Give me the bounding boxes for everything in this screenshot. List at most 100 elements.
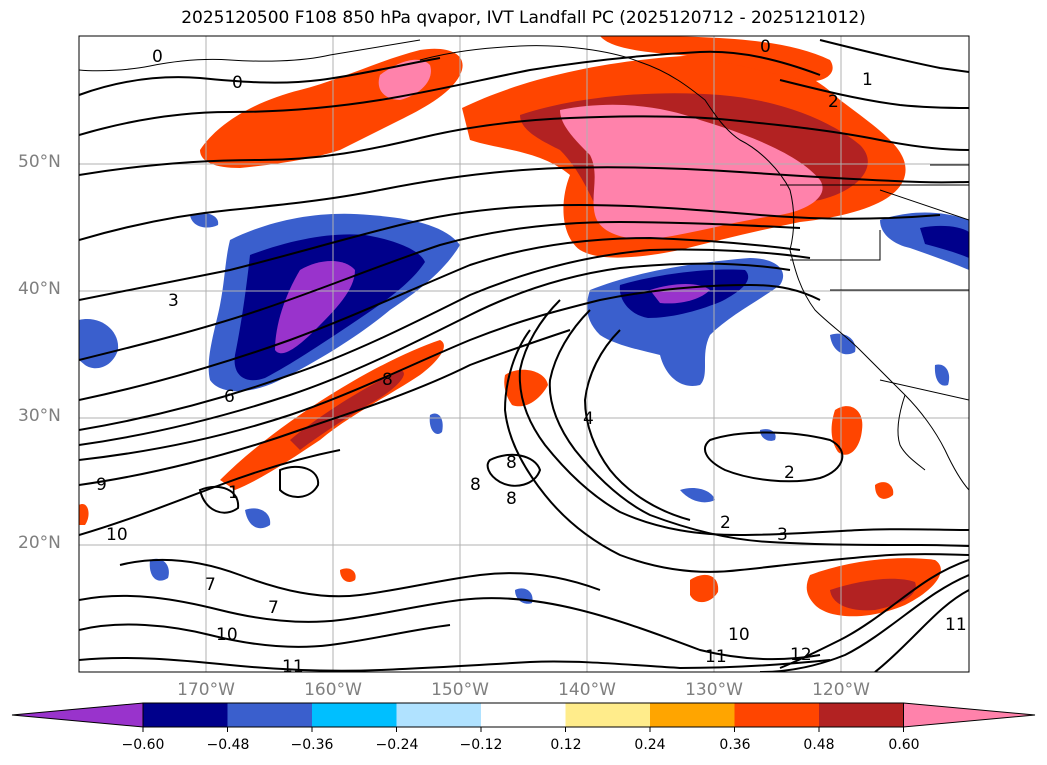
colorbar-tick-label: −0.12 (459, 737, 503, 753)
contour-label: 10 (106, 525, 128, 545)
contour-south-7 (119, 558, 601, 598)
small-anomaly-2 (875, 482, 894, 499)
contour-trough-1 (518, 299, 969, 537)
contour-label: 0 (152, 47, 163, 67)
contour-trough-2 (548, 309, 969, 547)
contour-south-11 (79, 656, 831, 672)
california-anomaly (504, 369, 548, 407)
contour-3 (79, 166, 969, 241)
contour-closed-trop (486, 453, 542, 487)
contour-3b (79, 203, 941, 301)
contour-label: 2 (784, 463, 795, 483)
colorbar-swatch (734, 703, 819, 727)
graticule (79, 36, 969, 672)
lat-label: 30°N (18, 406, 61, 426)
contour-label: 3 (777, 525, 788, 545)
map-title: 2025120500 F108 850 hPa qvapor, IVT Land… (181, 8, 866, 28)
contour-label: 6 (224, 387, 235, 407)
lat-label: 40°N (18, 279, 61, 299)
small-negative-9 (190, 213, 219, 228)
small-negative-6 (680, 488, 715, 503)
colorbar-tick-label: −0.48 (206, 737, 250, 753)
qvapor-contours (79, 39, 969, 672)
colorbar-outline (142, 702, 904, 728)
small-negative-1 (149, 558, 169, 581)
colorbar-extend-low (11, 702, 144, 728)
contour-label: 7 (205, 575, 216, 595)
contour-label: 8 (506, 489, 517, 509)
contour-label: 12 (790, 645, 812, 665)
contour-label: 2 (720, 513, 731, 533)
contour-closed-sub-1 (279, 465, 320, 498)
colorbar-swatch (819, 703, 904, 727)
contour-label: 2 (828, 92, 839, 112)
contour-0-north (79, 57, 441, 96)
small-anomaly-1 (690, 574, 719, 603)
contour-1-north (79, 50, 821, 136)
contour-east-top2 (779, 79, 969, 109)
contour-7 (79, 262, 791, 446)
contour-label: 10 (728, 625, 750, 645)
small-negative-4 (830, 333, 856, 355)
lon-label: 160°W (304, 680, 362, 700)
colorbar-swatch (143, 703, 228, 727)
positive-anomaly-fill (79, 36, 941, 617)
mexico-anomaly-core (830, 578, 916, 611)
colorbar-tick-label: 0.60 (888, 737, 920, 753)
contour-label: 0 (232, 73, 243, 93)
lat-label: 20°N (18, 533, 61, 553)
contour-label: 9 (96, 475, 107, 495)
west-edge-negative (79, 319, 119, 369)
colorbar-tick-label: −0.36 (290, 737, 334, 753)
subtropical-anomaly-inner (290, 370, 404, 450)
contour-label: 10 (216, 625, 238, 645)
colorbar-swatch (312, 703, 397, 727)
small-negative-2 (245, 508, 271, 529)
lon-label: 150°W (431, 680, 489, 700)
baja-anomaly (831, 406, 863, 455)
colorbar-swatch (396, 703, 481, 727)
colorbar-swatch (227, 703, 312, 727)
contour-label: 4 (583, 409, 594, 429)
contour-label: 3 (168, 291, 179, 311)
small-negative-5 (760, 429, 776, 441)
coastlines (79, 39, 969, 491)
map-frame (78, 35, 970, 673)
contour-label: 1 (228, 483, 239, 503)
contour-10 (79, 449, 341, 536)
contour-closed-2 (704, 431, 844, 483)
contour-9 (79, 329, 571, 486)
contour-label: 11 (945, 615, 967, 635)
colorbar-tick-label: 0.24 (634, 737, 666, 753)
contour-south-10 (79, 594, 821, 661)
contour-8 (79, 283, 821, 461)
colorbar-swatch (565, 703, 650, 727)
contour-5 (79, 236, 801, 401)
contour-east-10 (759, 574, 969, 672)
contour-closed-sub-2 (198, 485, 240, 514)
colorbar-swatch (650, 703, 735, 727)
lon-label: 120°W (812, 680, 870, 700)
colorbar-extend-high (903, 702, 1036, 728)
contour-label: 8 (382, 370, 393, 390)
colorbar (11, 702, 1036, 732)
colorbar-tick-label: 0.36 (719, 737, 751, 753)
contour-east-11 (779, 559, 969, 669)
colorbar-tick-label: −0.60 (121, 737, 165, 753)
contour-label: 8 (470, 475, 481, 495)
lon-label: 130°W (685, 680, 743, 700)
contour-2-north (79, 115, 969, 176)
colorbar-tick-label: −0.24 (375, 737, 419, 753)
contour-label: 7 (268, 598, 279, 618)
lon-label: 170°W (177, 680, 235, 700)
contour-trough-3 (503, 329, 969, 573)
small-anomaly-4 (340, 568, 356, 582)
map-plot-area: 0 0 0 1 2 3 6 8 9 10 1 8 8 8 4 2 2 3 7 7… (79, 36, 969, 672)
contour-east-12 (874, 589, 969, 672)
colorbar-tick-label: 0.48 (803, 737, 835, 753)
western-us-negative-core (920, 225, 969, 258)
contour-label: 11 (705, 647, 727, 667)
contour-label: 0 (760, 37, 771, 57)
contour-trough-4 (583, 329, 691, 521)
